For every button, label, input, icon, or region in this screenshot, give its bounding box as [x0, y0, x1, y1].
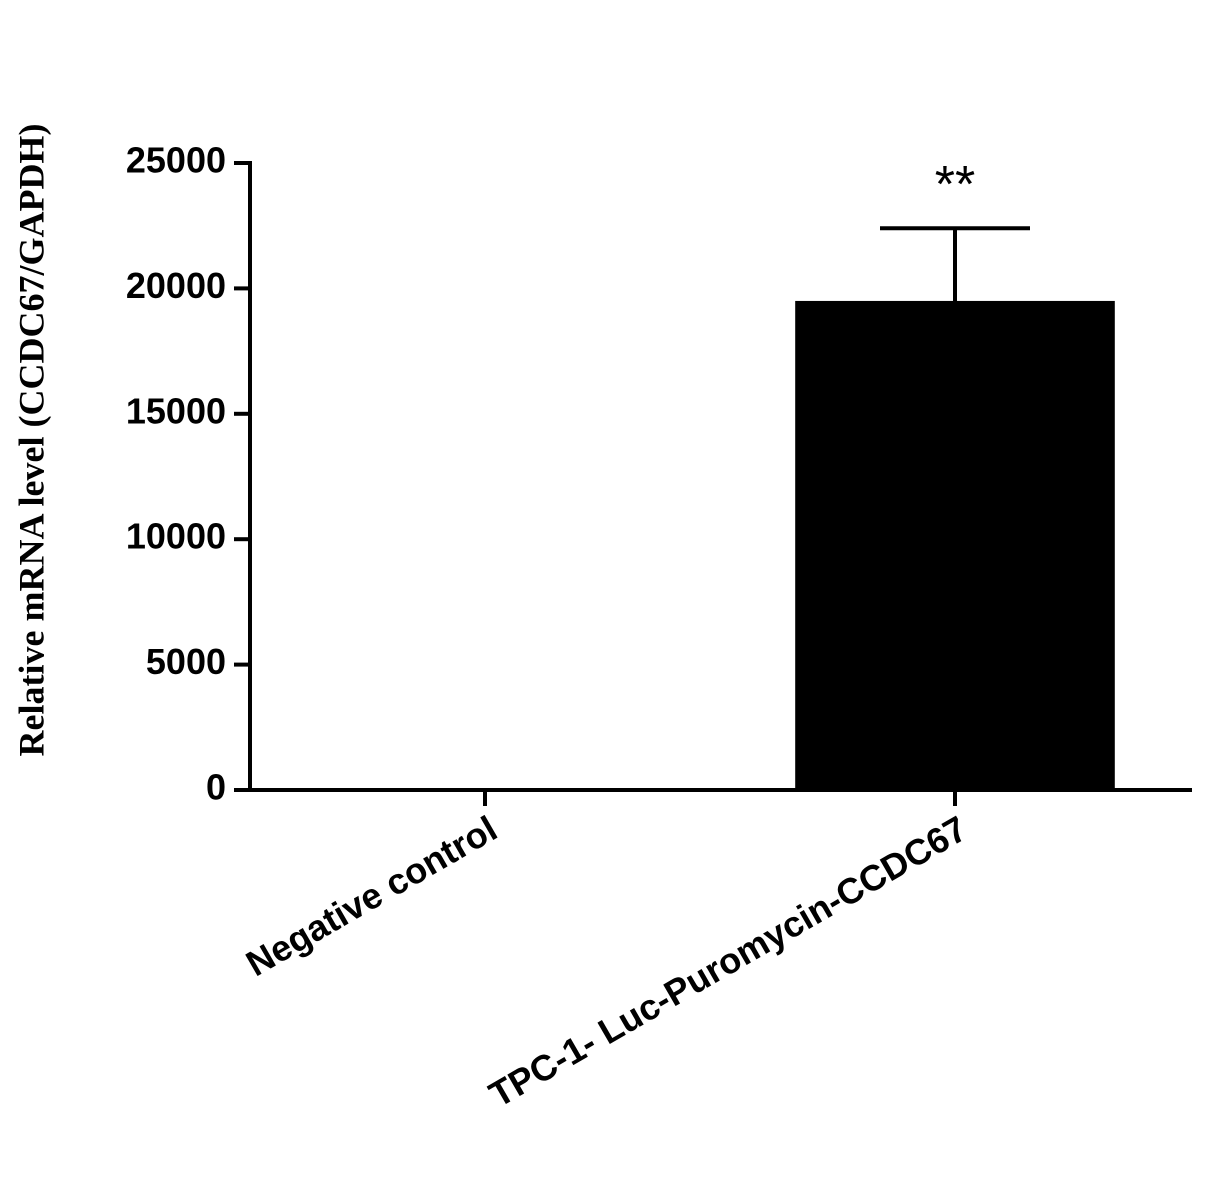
y-tick-label: 5000	[146, 641, 226, 682]
bar	[795, 300, 1115, 790]
y-tick-label: 10000	[126, 516, 226, 557]
significance-label: **	[935, 156, 975, 214]
y-tick-label: 25000	[126, 140, 226, 181]
x-tick-label: TPC-1- Luc-Puromycin-CCDC67	[482, 808, 974, 1116]
y-tick-label: 0	[206, 767, 226, 808]
x-tick-label: Negative control	[239, 808, 504, 985]
y-tick-label: 20000	[126, 265, 226, 306]
y-axis-label: Relative mRNA level (CCDC67/GAPDH)	[11, 124, 51, 757]
y-tick-label: 15000	[126, 390, 226, 431]
